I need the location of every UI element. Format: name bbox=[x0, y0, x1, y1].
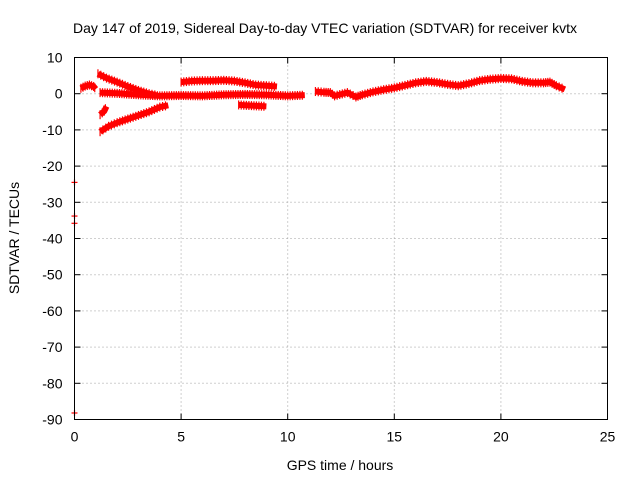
y-tick-label: -10 bbox=[42, 122, 62, 138]
x-tick-label: 5 bbox=[177, 429, 185, 445]
x-tick-label: 15 bbox=[387, 429, 403, 445]
chart-title: Day 147 of 2019, Sidereal Day-to-day VTE… bbox=[73, 20, 577, 36]
y-tick-label: -90 bbox=[42, 412, 62, 428]
series-mid-upper bbox=[180, 75, 278, 91]
y-tick-label: -20 bbox=[42, 158, 62, 174]
series-mid-dip bbox=[238, 100, 267, 111]
grid-layer bbox=[74, 57, 608, 420]
series-early-cluster bbox=[79, 80, 99, 93]
series-lower-arc bbox=[98, 101, 169, 137]
x-tick-label: 25 bbox=[600, 429, 616, 445]
series-main-band bbox=[99, 88, 305, 101]
series-short-dip bbox=[98, 104, 110, 120]
y-tick-label: -80 bbox=[42, 375, 62, 391]
y-tick-label: -30 bbox=[42, 194, 62, 210]
axis-layer: 0 5 10 15 20 25 10 0 -10 -20 -30 -40 -50 -60 -70 -80 -90 bbox=[42, 50, 615, 445]
series-layer bbox=[71, 69, 567, 416]
y-tick-label: -40 bbox=[42, 231, 62, 247]
y-tick-label: 10 bbox=[47, 50, 63, 66]
x-axis-label: GPS time / hours bbox=[287, 457, 394, 473]
x-tick-label: 10 bbox=[280, 429, 296, 445]
series-band bbox=[238, 101, 267, 110]
y-axis-label: SDTVAR / TECUs bbox=[6, 182, 22, 294]
series-late-band bbox=[314, 73, 567, 102]
x-tick-label: 0 bbox=[71, 429, 79, 445]
y-tick-label: 0 bbox=[55, 86, 63, 102]
x-tick-label: 20 bbox=[493, 429, 509, 445]
y-tick-label: -50 bbox=[42, 267, 62, 283]
y-tick-label: -70 bbox=[42, 339, 62, 355]
y-tick-label: -60 bbox=[42, 303, 62, 319]
